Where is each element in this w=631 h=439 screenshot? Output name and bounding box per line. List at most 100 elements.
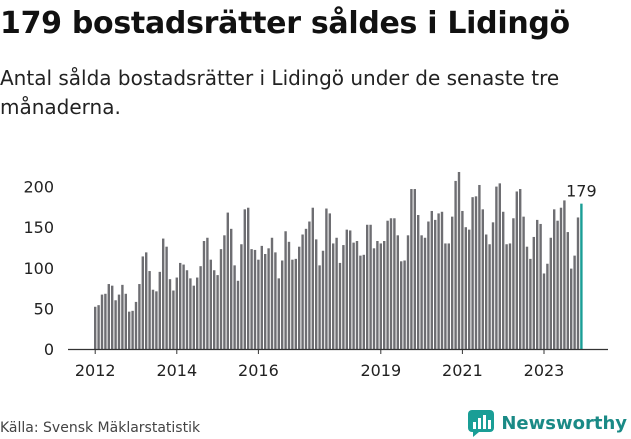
bar	[471, 197, 474, 349]
bar	[437, 213, 440, 349]
bar	[376, 241, 379, 349]
bar	[542, 273, 546, 349]
bar	[372, 248, 376, 349]
bar	[532, 236, 535, 349]
x-tick-label: 2016	[238, 361, 279, 380]
bar	[175, 277, 178, 349]
bar	[522, 216, 525, 349]
bar	[403, 260, 406, 349]
bar	[563, 200, 566, 349]
x-tick-label: 2012	[75, 361, 116, 380]
bar	[546, 263, 549, 349]
bar	[121, 284, 124, 349]
bar	[107, 284, 110, 349]
bar	[342, 245, 345, 349]
bar	[114, 300, 117, 349]
bar	[345, 229, 348, 349]
bar	[570, 268, 573, 349]
y-tick-label: 50	[34, 299, 54, 318]
bar	[495, 186, 498, 349]
brand-name: Newsworthy	[501, 412, 627, 434]
bar	[257, 259, 260, 349]
bar	[158, 271, 161, 349]
bar	[519, 189, 522, 349]
bar	[423, 237, 427, 349]
bar	[260, 245, 263, 349]
bar	[247, 207, 250, 349]
bar	[240, 244, 243, 349]
bar	[369, 224, 372, 349]
bar	[539, 223, 542, 349]
bar	[529, 258, 532, 349]
bar-chart: 0 50 100 150 200 2012 2014 2016 2019 2021 2023 179	[23, 171, 608, 380]
bar	[155, 291, 158, 349]
newsworthy-logo-icon	[468, 410, 495, 437]
bar	[291, 259, 294, 349]
bar	[274, 252, 277, 349]
bar	[179, 262, 182, 349]
bar	[325, 208, 328, 349]
bar	[287, 241, 291, 349]
bar	[464, 227, 467, 349]
bar	[451, 216, 454, 349]
y-tick-label: 150	[23, 218, 54, 237]
bar	[444, 243, 447, 349]
bar	[536, 219, 539, 349]
bar	[168, 279, 172, 349]
bar	[128, 311, 131, 349]
bar	[525, 246, 529, 349]
bar	[393, 218, 396, 349]
bar	[420, 235, 423, 349]
bar	[281, 260, 284, 349]
bar	[230, 228, 233, 349]
page-subtitle: Antal sålda bostadsrätter i Lidingö unde…	[0, 66, 560, 119]
bar	[264, 253, 267, 349]
bar	[335, 237, 338, 349]
bar	[576, 217, 580, 349]
bar	[172, 290, 175, 349]
bar	[498, 183, 501, 349]
bar	[233, 265, 236, 349]
y-tick-label: 0	[44, 340, 54, 359]
bar	[386, 220, 389, 349]
bar	[138, 284, 141, 349]
bar	[277, 278, 280, 349]
bar	[315, 239, 318, 349]
bar	[318, 265, 321, 349]
bar	[226, 212, 229, 349]
bar-latest	[580, 203, 583, 349]
bar	[270, 237, 274, 349]
latest-value-label: 179	[566, 182, 597, 201]
bar	[199, 266, 202, 349]
bar	[209, 259, 212, 349]
bar	[440, 211, 444, 349]
bar	[151, 289, 155, 349]
bar	[321, 250, 325, 349]
bar	[196, 277, 199, 349]
bar	[413, 189, 416, 349]
bar	[417, 215, 420, 349]
bar	[508, 243, 512, 349]
bar	[427, 221, 430, 349]
bar	[294, 258, 297, 349]
bar	[206, 237, 209, 349]
bar	[352, 242, 355, 349]
bar	[553, 209, 556, 349]
bar	[573, 255, 576, 349]
bar	[457, 171, 461, 349]
bar	[202, 241, 206, 349]
brand-logo[interactable]: Newsworthy	[467, 409, 627, 437]
bar	[447, 243, 450, 349]
bar	[131, 310, 134, 349]
bar	[301, 234, 304, 349]
bar	[185, 270, 189, 349]
x-tick-label: 2014	[156, 361, 197, 380]
bar	[250, 249, 253, 349]
y-tick-label: 100	[23, 259, 54, 278]
bar	[219, 249, 223, 349]
bar	[474, 196, 478, 349]
bar	[434, 219, 437, 349]
x-tick-label: 2019	[360, 361, 401, 380]
bar	[566, 232, 569, 349]
bar	[94, 306, 97, 349]
